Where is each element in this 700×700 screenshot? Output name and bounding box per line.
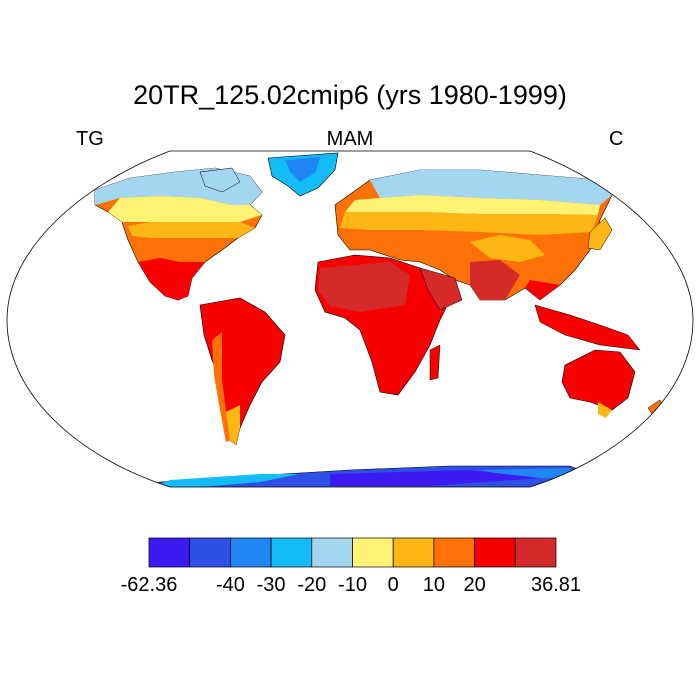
australia (561, 349, 636, 411)
colorbar-tick-label: -30 (256, 574, 286, 596)
colorbar-tick-label: -62.36 (120, 574, 178, 596)
colorbar-swatch (270, 537, 313, 568)
colorbar-swatch (514, 537, 557, 568)
colorbar-swatch (230, 537, 272, 568)
colorbar-tick-label: -20 (297, 574, 327, 596)
colorbar-swatch (392, 537, 435, 568)
colorbar-swatch (148, 537, 191, 568)
variable-label: TG (76, 128, 104, 150)
colorbar-tick-label: 0 (387, 574, 399, 596)
colorbar-tick-label: 36.81 (530, 574, 582, 596)
colorbar-tick-label: -40 (215, 574, 245, 596)
colorbar (148, 537, 557, 568)
colorbar-swatch (311, 537, 353, 568)
map-title: 20TR_125.02cmip6 (yrs 1980-1999) (133, 80, 567, 110)
colorbar-tick-label: 10 (422, 574, 446, 596)
colorbar-tick-label: -10 (338, 574, 367, 596)
globe-outline (6, 150, 694, 488)
colorbar-swatch (474, 537, 516, 568)
colorbar-tick-label: 20 (463, 574, 486, 596)
colorbar-swatch (352, 537, 394, 568)
season-label: MAM (326, 128, 374, 150)
colorbar-swatch (433, 537, 475, 568)
units-label: C (609, 128, 624, 150)
south-america (199, 297, 286, 446)
colorbar-swatch (189, 537, 231, 568)
